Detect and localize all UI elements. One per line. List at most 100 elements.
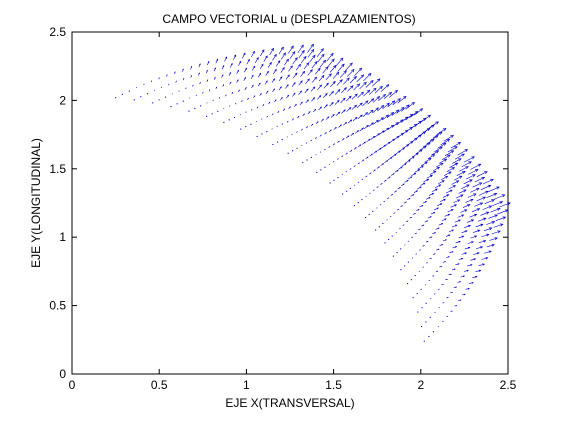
vector-arrow [393, 256, 394, 257]
vector-arrow [311, 157, 312, 158]
vector-arrowhead [447, 279, 448, 280]
vector-arrow [206, 116, 207, 117]
vector-arrow [426, 303, 427, 304]
vector-arrow [384, 242, 385, 243]
vector-arrow [400, 248, 401, 249]
y-tick-label: 2 [59, 93, 66, 107]
vector-arrowhead [431, 258, 432, 259]
axes-frame [72, 32, 508, 374]
x-tick-label: 0.5 [151, 378, 168, 392]
vector-arrow [433, 331, 434, 332]
chart-title: CAMPO VECTORIAL u (DESPLAZAMIENTOS) [162, 12, 415, 26]
vector-arrow [140, 96, 141, 97]
vector-arrow [302, 162, 303, 163]
vector-arrow [333, 180, 334, 181]
vector-arrow [330, 182, 331, 183]
vector-arrowhead [441, 266, 442, 267]
vector-arrow [134, 99, 135, 100]
vector-arrow [200, 105, 201, 106]
x-tick-label: 2.5 [500, 378, 517, 392]
vector-arrow [350, 188, 351, 189]
vector-arrow [194, 108, 195, 109]
vector-arrow [256, 136, 257, 137]
vector-arrow [404, 265, 405, 266]
vector-arrow [400, 269, 401, 270]
vector-arrow [229, 119, 230, 120]
vector-arrow [430, 317, 431, 318]
vector-arrow [306, 159, 307, 160]
vector-arrow [324, 167, 325, 168]
vector-arrow [354, 205, 355, 206]
vector-arrow [342, 193, 343, 194]
vector-arrow [415, 275, 416, 276]
vector-arrow [316, 172, 317, 173]
vector-arrow [417, 311, 418, 312]
x-tick-labels: 0 0.5 1 1.5 2 2.5 [69, 378, 517, 392]
vector-arrow [272, 144, 273, 145]
vector-arrow [407, 283, 408, 284]
vector-arrow [217, 111, 218, 112]
vector-arrow [250, 124, 251, 125]
vector-arrow [277, 141, 278, 142]
vector-arrowhead [452, 292, 453, 293]
x-axis-label: EJE X(TRANSVERSAL) [225, 396, 354, 410]
vector-arrow [358, 202, 359, 203]
vector-arrow [369, 214, 370, 215]
vector-arrow [420, 289, 421, 290]
y-tick-label: 0 [59, 367, 66, 381]
y-tick-label: 2.5 [49, 25, 66, 39]
vector-arrow [424, 341, 425, 342]
vector-arrow [183, 101, 184, 102]
vector-arrow [421, 307, 422, 308]
x-tick-label: 1 [243, 378, 250, 392]
vector-arrowhead [443, 284, 444, 285]
vector-arrow [372, 211, 373, 212]
vector-arrow [152, 102, 153, 103]
y-tick-labels: 0 0.5 1 1.5 2 2.5 [49, 25, 66, 381]
vector-arrow [421, 326, 422, 327]
vector-arrow [382, 223, 383, 224]
vector-arrow [396, 252, 397, 253]
y-tick-label: 0.5 [49, 299, 66, 313]
y-axis-label: EJE Y(LONGITUDINAL) [29, 138, 43, 268]
vector-arrow [292, 150, 293, 151]
vector-arrow [361, 199, 362, 200]
vector-arrow [245, 126, 246, 127]
vector-arrow [337, 177, 338, 178]
vector-arrowhead [437, 271, 438, 272]
x-tick-label: 0 [69, 378, 76, 392]
vector-arrow [115, 97, 116, 98]
vector-arrow [413, 297, 414, 298]
y-tick-label: 1.5 [49, 162, 66, 176]
x-tick-label: 2 [417, 378, 424, 392]
vector-arrow [129, 90, 130, 91]
vector-arrow [296, 148, 297, 149]
vector-arrow [365, 217, 366, 218]
vector-arrowhead [448, 297, 449, 298]
vector-arrow [266, 131, 267, 132]
vector-arrow [234, 117, 235, 118]
vector-arrowhead [167, 75, 168, 76]
vector-arrow [170, 106, 171, 107]
vector-arrow [417, 293, 418, 294]
vector-arrow [428, 336, 429, 337]
vector-arrow [122, 94, 123, 95]
y-tick-label: 1 [59, 230, 66, 244]
vector-arrow [375, 229, 376, 230]
vector-arrowhead [456, 305, 457, 306]
vector-arrow [320, 169, 321, 170]
vector-arrow [388, 239, 389, 240]
vector-arrow [425, 321, 426, 322]
vector-arrowhead [452, 311, 453, 312]
vector-arrow [147, 93, 148, 94]
vector-arrow [346, 191, 347, 192]
vector-arrow [408, 261, 409, 262]
x-tick-label: 1.5 [325, 378, 342, 392]
vector-arrow [261, 133, 262, 134]
vector-arrow [379, 226, 380, 227]
vector-arrow [240, 128, 241, 129]
vector-arrow [223, 122, 224, 123]
vector-arrow [176, 103, 177, 104]
